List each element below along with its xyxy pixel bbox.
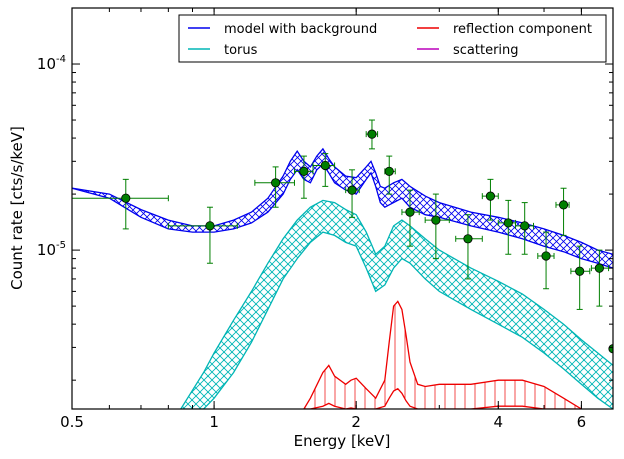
data-point	[497, 199, 516, 255]
legend-item: scattering	[417, 43, 519, 58]
x-tick-label: 6	[577, 413, 587, 431]
data-marker	[367, 129, 377, 139]
data-marker	[503, 218, 513, 228]
legend: model with background reflection componen…	[178, 14, 607, 63]
y-tick-label: 10-4	[37, 54, 66, 73]
data-point	[590, 249, 610, 307]
data-point	[537, 231, 555, 290]
y-axis-label: Count rate [cts/s/keV]	[8, 126, 26, 290]
torus-lower-line	[180, 231, 613, 409]
plot-frame	[71, 7, 614, 410]
legend-label: scattering	[453, 43, 519, 58]
axis-ticks	[71, 7, 614, 409]
reflection-component-upper-line	[303, 300, 582, 409]
legend-item: torus	[188, 43, 258, 58]
data-marker	[431, 215, 441, 225]
data-marker	[320, 160, 330, 171]
data-point	[555, 187, 570, 236]
data-point	[424, 193, 450, 260]
x-tick-label: 0.5	[60, 413, 84, 431]
data-marker	[299, 166, 309, 176]
y-tick-base: 10	[37, 241, 56, 259]
x-tick-label: 4	[494, 413, 504, 431]
data-marker	[594, 263, 604, 273]
data-point	[167, 206, 238, 264]
data-point	[345, 169, 360, 218]
data-point	[455, 214, 483, 280]
x-tick-label: 2	[351, 413, 361, 431]
data-point	[514, 202, 535, 255]
legend-label: model with background	[224, 22, 377, 37]
data-marker	[271, 178, 281, 188]
torus-band-fill	[180, 200, 613, 409]
data-marker	[485, 191, 496, 201]
y-tick-exponent: -5	[56, 240, 66, 251]
data-marker	[347, 185, 357, 195]
data-marker	[121, 193, 131, 203]
data-point	[481, 178, 499, 221]
data-point	[570, 245, 591, 310]
data-point	[312, 153, 336, 187]
torus-upper-line	[180, 199, 613, 409]
data-point	[365, 119, 379, 150]
data-marker	[541, 251, 551, 261]
y-tick-label: 10-5	[37, 240, 66, 259]
model-with-background-upper-line	[72, 147, 613, 255]
x-axis-label: Energy [keV]	[294, 432, 391, 450]
data-point	[401, 189, 420, 247]
data-marker	[384, 166, 394, 176]
data-point	[384, 155, 396, 195]
data-marker	[405, 207, 415, 217]
data-marker	[558, 200, 569, 210]
legend-box	[178, 14, 607, 63]
legend-item: model with background	[188, 22, 377, 37]
reflection-component-band-fill	[303, 301, 582, 409]
legend-label: reflection component	[453, 22, 592, 37]
model-bands	[72, 147, 613, 409]
data-marker	[205, 221, 215, 231]
x-tick-label: 1	[209, 413, 219, 431]
data-marker	[463, 234, 473, 244]
y-tick-exponent: -4	[56, 54, 66, 65]
tick-labels: 0.5 1 2 4 610-510-4	[37, 54, 586, 431]
y-tick-base: 10	[37, 55, 56, 73]
data-points	[72, 119, 613, 354]
data-point	[293, 155, 314, 199]
data-point	[254, 166, 295, 208]
reflection-component-lower-line	[303, 387, 582, 409]
legend-label: torus	[224, 43, 258, 58]
legend-item: reflection component	[417, 22, 592, 37]
data-point	[72, 178, 169, 230]
data-marker	[520, 221, 530, 231]
data-marker	[575, 266, 585, 276]
